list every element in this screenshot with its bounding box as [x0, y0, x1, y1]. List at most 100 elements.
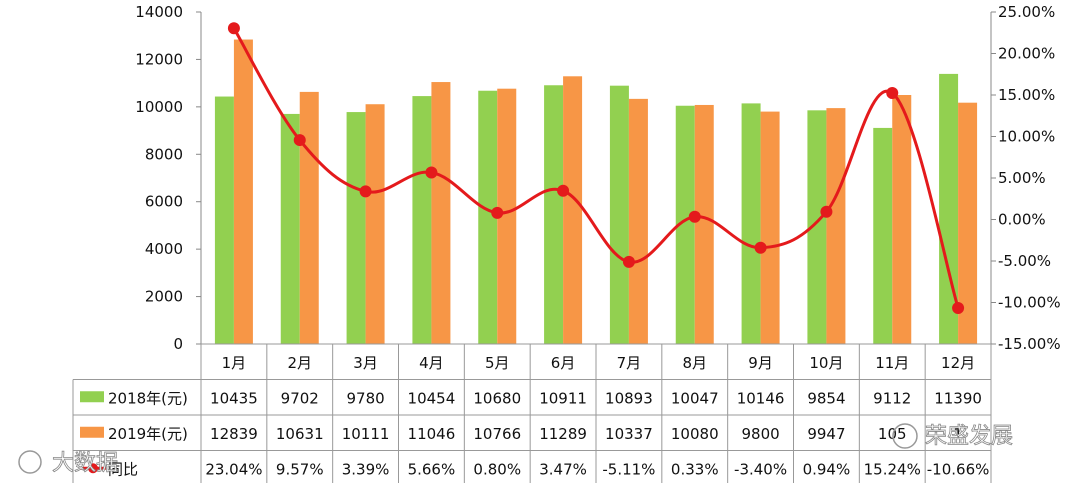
bar-2018 [544, 85, 564, 345]
table-cell: 10047 [671, 389, 719, 407]
table-row-label: 2018年(元) [108, 389, 188, 407]
bar-2019 [299, 91, 319, 344]
table-cell: -5.11% [602, 460, 655, 478]
y2-tick-label: 10.00% [998, 128, 1055, 146]
category-label: 7月 [617, 354, 642, 372]
table-cell: 3.39% [342, 460, 390, 478]
table-cell: 10454 [408, 389, 456, 407]
table-cell: 9854 [807, 389, 845, 407]
category-label: 3月 [353, 354, 378, 372]
watermark-text: 荣盛发展 [925, 424, 1013, 449]
table-cell: 0.80% [473, 460, 521, 478]
yoy-point [688, 210, 701, 223]
table-cell: 11390 [934, 389, 982, 407]
table-cell: 10893 [605, 389, 653, 407]
category-label: 10月 [809, 354, 843, 372]
table-cell: 10080 [671, 425, 719, 443]
table-cell: 10111 [342, 425, 390, 443]
y2-tick-label: 5.00% [998, 169, 1046, 187]
table-cell: 10680 [473, 389, 521, 407]
legend-key [80, 391, 104, 403]
category-label: 11月 [875, 354, 909, 372]
table-cell: 9112 [873, 389, 911, 407]
bar-2018 [478, 90, 498, 344]
category-label: 9月 [748, 354, 773, 372]
category-label: 2月 [287, 354, 312, 372]
table-row-label: 2019年(元) [108, 425, 188, 443]
yoy-line [232, 27, 960, 309]
legend-key-marker [88, 463, 98, 474]
yoy-point [557, 184, 570, 197]
y2-tick-label: 20.00% [998, 45, 1055, 63]
y-tick-label: 8000 [145, 145, 183, 163]
table-cell: 11046 [408, 425, 456, 443]
category-label: 1月 [222, 354, 247, 372]
bar-2019 [826, 108, 846, 344]
bar-2018 [609, 85, 629, 344]
yoy-point [227, 22, 240, 35]
bar-2019 [563, 76, 583, 344]
bar-2018 [939, 73, 959, 344]
watermark-text: 大数据 [52, 451, 118, 476]
yoy-point [820, 205, 833, 218]
table-cell: 5.66% [408, 460, 456, 478]
yoy-point [359, 185, 372, 198]
table-cell: 10435 [210, 389, 258, 407]
y2-tick-label: 25.00% [998, 3, 1055, 21]
y2-tick-label: -10.00% [998, 294, 1061, 312]
table-cell: 10911 [539, 389, 587, 407]
table-cell: 105 [878, 425, 907, 443]
y-tick-label: 2000 [145, 288, 183, 306]
yoy-point [754, 241, 767, 254]
wechat-icon [892, 423, 918, 449]
category-label: 6月 [551, 354, 576, 372]
bar-2019 [233, 39, 253, 344]
y-tick-label: 12000 [135, 50, 183, 68]
yoy-point [491, 206, 504, 219]
yoy-point [886, 87, 899, 100]
table-cell: -10.66% [927, 460, 990, 478]
table-cell: 3.47% [539, 460, 587, 478]
y-tick-label: 6000 [145, 193, 183, 211]
bar-2019 [431, 82, 451, 344]
bar-2018 [873, 127, 893, 344]
bar-2018 [214, 96, 234, 344]
bar-2019 [892, 95, 912, 344]
table-cell: 10337 [605, 425, 653, 443]
category-label: 4月 [419, 354, 444, 372]
table-cell: 10631 [276, 425, 324, 443]
watermark-logo-icon [18, 450, 42, 474]
table-cell: 10146 [737, 389, 785, 407]
table-cell: 15.24% [864, 460, 921, 478]
y-tick-label: 14000 [135, 3, 183, 21]
category-label: 12月 [941, 354, 975, 372]
table-cell: 12839 [210, 425, 258, 443]
y2-tick-label: 15.00% [998, 86, 1055, 104]
table-cell: 23.04% [205, 460, 262, 478]
bar-2019 [760, 111, 780, 344]
bar-2018 [346, 112, 366, 345]
category-label: 5月 [485, 354, 510, 372]
table-cell: 9.57% [276, 460, 324, 478]
table-row-label: 同比 [108, 460, 138, 478]
bar-2019 [497, 88, 517, 344]
yoy-point [952, 301, 965, 314]
bar-2019 [958, 102, 978, 344]
y2-tick-label: 0.00% [998, 211, 1046, 229]
bar-2019 [365, 104, 385, 344]
table-cell: 1 [953, 425, 963, 443]
category-label: 8月 [682, 354, 707, 372]
y-tick-label: 4000 [145, 240, 183, 258]
table-cell: 9947 [807, 425, 845, 443]
bar-2019 [628, 98, 648, 345]
table-cell: 0.94% [803, 460, 851, 478]
bar-2018 [741, 103, 761, 344]
yoy-point [425, 166, 438, 179]
bar-2018 [675, 105, 695, 344]
table-cell: 10766 [473, 425, 521, 443]
y2-tick-label: -5.00% [998, 252, 1051, 270]
table-cell: 9780 [346, 389, 384, 407]
yoy-point [293, 134, 306, 147]
bar-2018 [280, 113, 300, 344]
